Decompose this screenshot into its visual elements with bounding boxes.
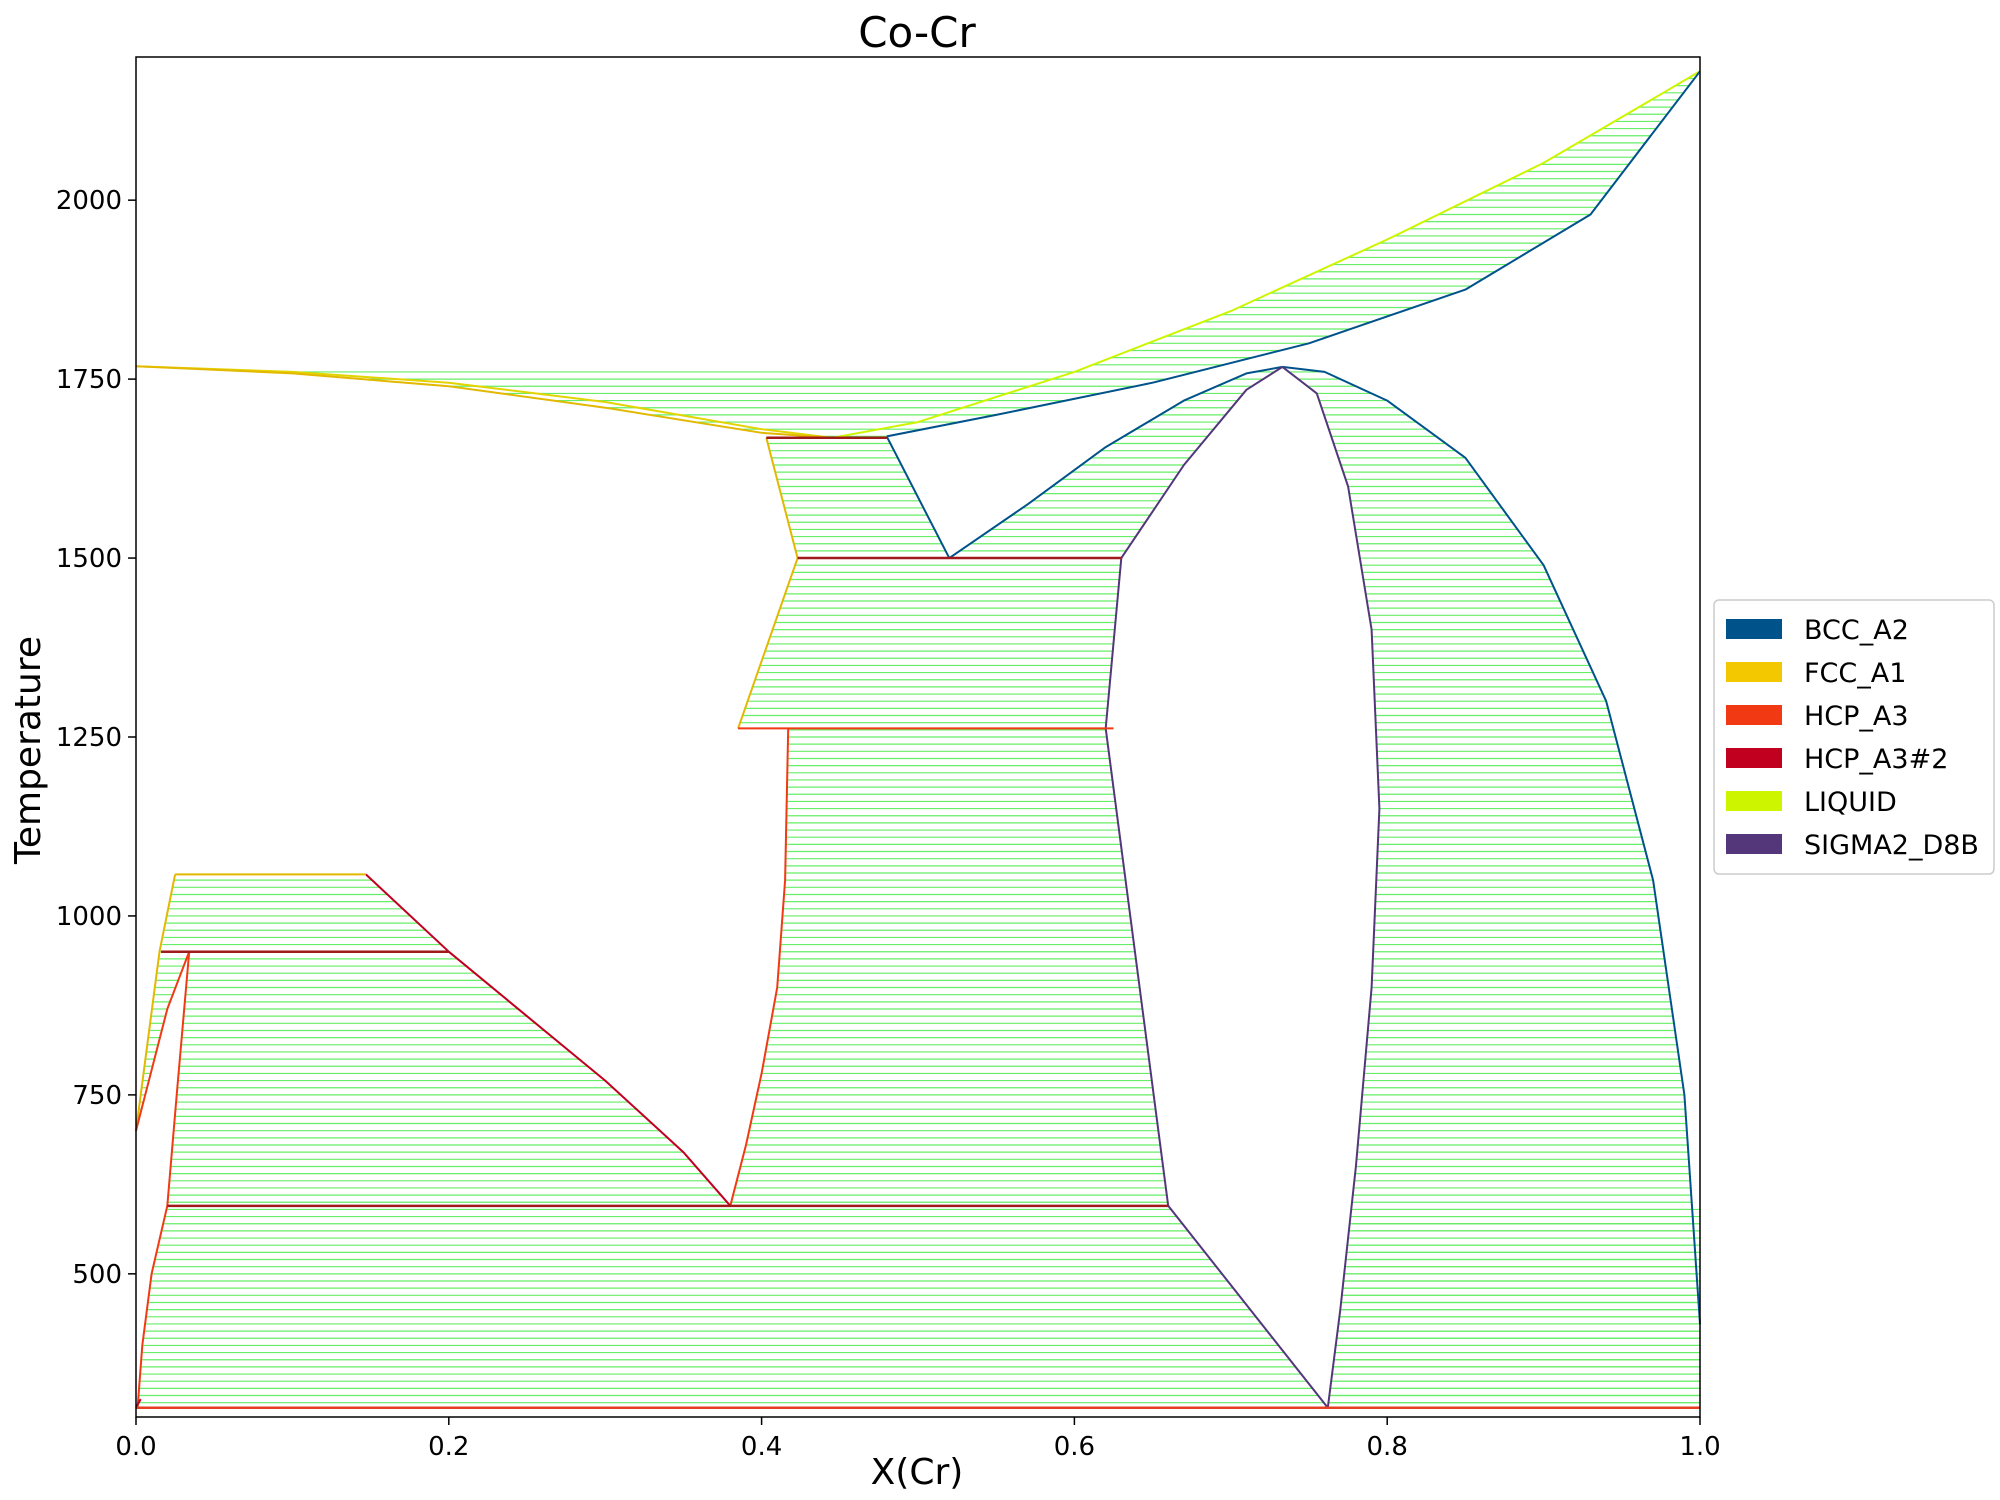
legend-swatch: [1726, 791, 1782, 811]
legend-swatch: [1726, 705, 1782, 725]
phase-boundary-bcc-a2: [885, 435, 951, 559]
phase-boundary-hcp-a3: [135, 951, 191, 1131]
x-axis: 0.0 0.2 0.4 0.6 0.8 1.0: [115, 1417, 1721, 1462]
legend-swatch: [1726, 834, 1782, 854]
legend-swatch: [1726, 619, 1782, 639]
y-tick-label: 500: [72, 1260, 122, 1290]
phase-boundary-layer: [135, 70, 1701, 1409]
y-axis: 500 750 1000 1250 1500 1750 2000: [56, 186, 136, 1290]
y-tick-label: 1750: [56, 365, 122, 395]
chart-title: Co-Cr: [858, 8, 976, 57]
phase-boundary-hcp-a3: [136, 1205, 169, 1408]
phase-boundary-bcc-a2: [886, 70, 1701, 438]
legend-entry: LIQUID: [1804, 787, 1897, 818]
legend-entry: HCP_A3: [1804, 701, 1909, 732]
y-tick-label: 1000: [56, 902, 122, 932]
legend-entry: SIGMA2_D8B: [1804, 830, 1979, 861]
x-tick-label: 0.2: [428, 1432, 469, 1462]
y-axis-label: Temperature: [8, 636, 49, 865]
x-tick-label: 0.8: [1367, 1432, 1408, 1462]
phase-boundary-fcc-a1: [135, 874, 177, 1131]
phase-boundary-fcc-a1: [737, 557, 799, 729]
phase-boundary-liquid: [135, 365, 833, 439]
legend-swatch: [1726, 662, 1782, 682]
phase-boundary-bcc-a2: [1282, 365, 1701, 1324]
x-tick-label: 1.0: [1679, 1432, 1720, 1462]
y-tick-label: 2000: [56, 186, 122, 216]
x-axis-label: X(Cr): [871, 1452, 964, 1493]
phase-boundary-sigma2-d8b: [1281, 366, 1381, 1408]
x-tick-label: 0.4: [741, 1432, 782, 1462]
y-tick-label: 1250: [56, 723, 122, 753]
tieline-layer: [137, 77, 1700, 1404]
phase-boundary-liquid: [831, 70, 1701, 439]
phase-boundary-sigma2-d8b: [1120, 366, 1283, 559]
y-tick-label: 750: [72, 1081, 122, 1111]
legend-box: [1713, 599, 1995, 875]
phase-boundary-hcp-a3: [166, 951, 191, 1206]
y-tick-label: 1500: [56, 544, 122, 574]
legend: BCC_A2 FCC_A1 HCP_A3 HCP_A3#2 LIQUID SIGMA2_D…: [1713, 599, 1995, 875]
phase-boundary-sigma2-d8b: [1104, 558, 1329, 1409]
x-tick-label: 0.0: [115, 1432, 156, 1462]
phase-boundary-hcp-a3: [729, 728, 790, 1207]
x-tick-label: 0.6: [1054, 1432, 1095, 1462]
phase-boundary-bcc-a2: [948, 365, 1283, 559]
legend-entry: BCC_A2: [1804, 615, 1909, 646]
legend-swatch: [1726, 748, 1782, 768]
legend-entry: HCP_A3#2: [1804, 744, 1948, 775]
phase-boundary-hcp-a3-2: [135, 1398, 142, 1409]
phase-boundary-fcc-a1: [765, 437, 799, 559]
phase-boundary-hcp-a3-2: [365, 873, 732, 1207]
legend-entry: FCC_A1: [1804, 658, 1906, 689]
phase-boundary-fcc-a1: [135, 365, 833, 439]
